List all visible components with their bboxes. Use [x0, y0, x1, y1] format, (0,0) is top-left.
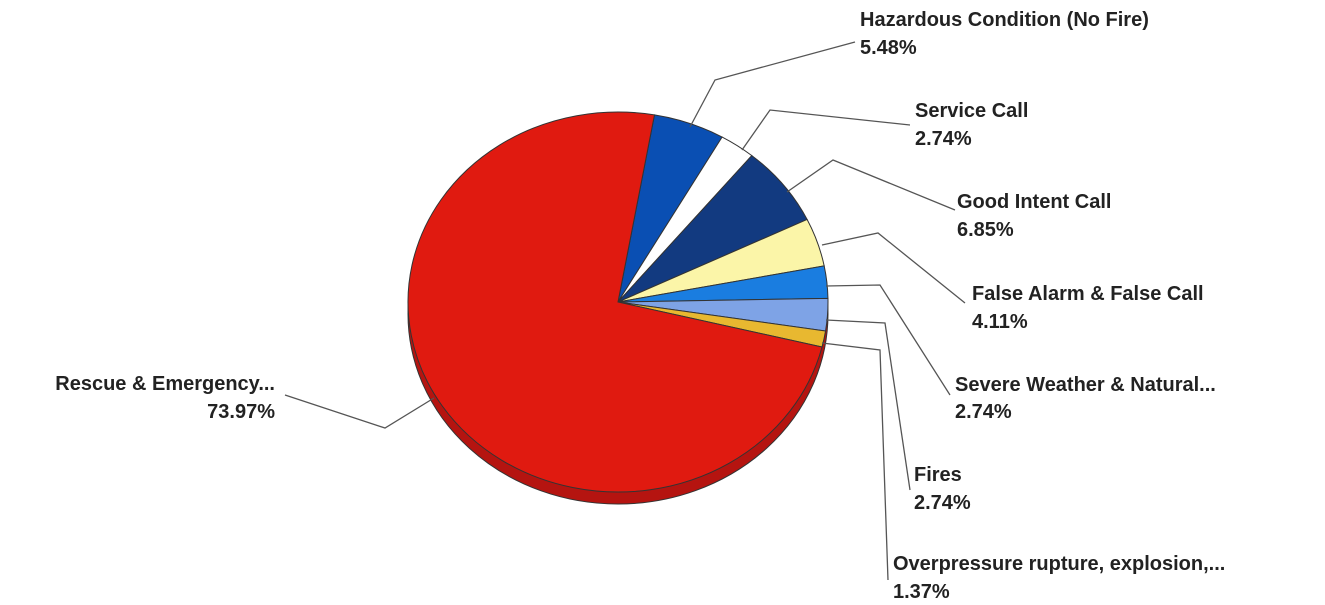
value-overpressure: 1.37% [893, 581, 950, 603]
label-good-intent: Good Intent Call [957, 191, 1111, 213]
leader-lines [284, 41, 966, 581]
value-rescue: 73.97% [207, 401, 275, 423]
pie-slice-rescue-emergency [407, 111, 823, 493]
label-rescue: Rescue & Emergency... [55, 373, 275, 395]
value-severe-weather: 2.74% [955, 401, 1012, 423]
slice-labels: Hazardous Condition (No Fire) 5.48% Serv… [55, 9, 1225, 603]
value-service-call: 2.74% [915, 128, 972, 150]
label-overpressure: Overpressure rupture, explosion,... [893, 553, 1225, 575]
leader-hazardous [689, 41, 856, 128]
label-fires: Fires [914, 464, 962, 486]
leader-severe-weather [825, 284, 951, 396]
pie-slices [407, 111, 829, 493]
value-good-intent: 6.85% [957, 219, 1014, 241]
label-severe-weather: Severe Weather & Natural... [955, 374, 1216, 396]
leader-rescue [284, 394, 435, 429]
value-fires: 2.74% [914, 492, 971, 514]
label-service-call: Service Call [915, 100, 1028, 122]
label-false-alarm: False Alarm & False Call [972, 283, 1204, 305]
leader-overpressure [821, 342, 889, 581]
value-false-alarm: 4.11% [972, 311, 1028, 333]
value-hazardous: 5.48% [860, 37, 917, 59]
leader-good-intent [786, 159, 956, 211]
leader-false-alarm [821, 232, 966, 304]
label-hazardous: Hazardous Condition (No Fire) [860, 9, 1149, 31]
leader-fires [825, 319, 911, 491]
leader-service-call [741, 109, 911, 151]
